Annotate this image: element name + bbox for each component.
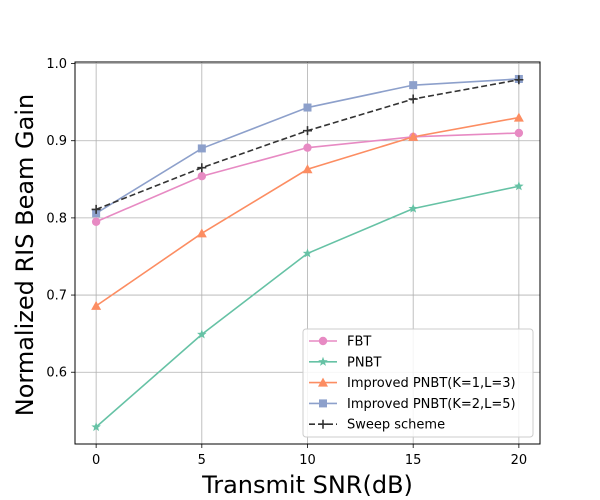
y-tick-label: 0.9	[46, 134, 67, 149]
legend-label: Sweep scheme	[347, 418, 445, 433]
y-axis-label: Normalized RIS Beam Gain	[11, 94, 39, 416]
axis-ticks: 0 5 10 15 20 0.6 0.7 0.8 0.9 1.0	[46, 57, 527, 468]
legend-box	[302, 328, 534, 438]
data-point	[302, 164, 313, 174]
x-tick-label: 0	[92, 453, 100, 468]
x-tick-label: 10	[299, 453, 316, 468]
x-tick-label: 15	[405, 453, 422, 468]
data-point	[197, 144, 206, 153]
data-point	[91, 204, 101, 214]
data-point	[197, 172, 207, 181]
data-point	[514, 75, 524, 85]
series-sweep-scheme	[91, 75, 524, 214]
legend-marker	[318, 419, 328, 429]
data-point	[303, 126, 312, 136]
data-point	[408, 94, 418, 104]
x-tick-label: 5	[198, 453, 206, 468]
y-tick-label: 0.7	[46, 289, 67, 304]
series-improved-pnbt-k-1-l-3	[91, 112, 524, 310]
legend-item: Improved PNBT(K=2,L=5)	[309, 397, 516, 412]
y-tick-label: 0.6	[46, 366, 67, 381]
data-point	[91, 422, 101, 432]
x-axis-label: Transmit SNR(dB)	[201, 471, 413, 499]
legend-marker	[319, 399, 327, 408]
legend-item: Sweep scheme	[309, 418, 445, 433]
data-point	[409, 81, 418, 90]
data-point	[303, 103, 312, 112]
legend-label: Improved PNBT(K=1,L=3)	[347, 376, 516, 391]
legend-marker	[318, 336, 328, 346]
series-fbt	[91, 128, 524, 226]
y-tick-label: 1.0	[46, 57, 67, 72]
data-point	[303, 143, 312, 152]
data-point	[514, 128, 524, 138]
data-point	[513, 112, 524, 122]
data-point	[197, 329, 207, 339]
data-point	[196, 228, 207, 238]
legend-label: FBT	[347, 335, 371, 350]
data-point	[91, 217, 101, 226]
legend-label: Improved PNBT(K=2,L=5)	[347, 397, 516, 412]
data-point	[408, 203, 418, 213]
series-group	[91, 74, 524, 432]
legend-label: PNBT	[347, 355, 381, 370]
x-tick-label: 20	[511, 453, 528, 468]
data-point	[302, 248, 313, 258]
series-pnbt	[91, 181, 524, 432]
data-point	[197, 163, 207, 173]
legend: FBT PNBT Improved PNBT(K=1,L=3) Improved PN…	[302, 328, 534, 438]
legend-marker	[318, 377, 328, 387]
y-tick-label: 0.8	[46, 211, 67, 226]
legend-item: Improved PNBT(K=1,L=3)	[309, 376, 516, 391]
legend-item: PNBT	[309, 355, 381, 370]
legend-marker	[318, 356, 328, 366]
data-point	[408, 131, 419, 141]
data-point	[514, 181, 524, 191]
legend-item: FBT	[309, 335, 371, 350]
data-point	[91, 300, 102, 310]
